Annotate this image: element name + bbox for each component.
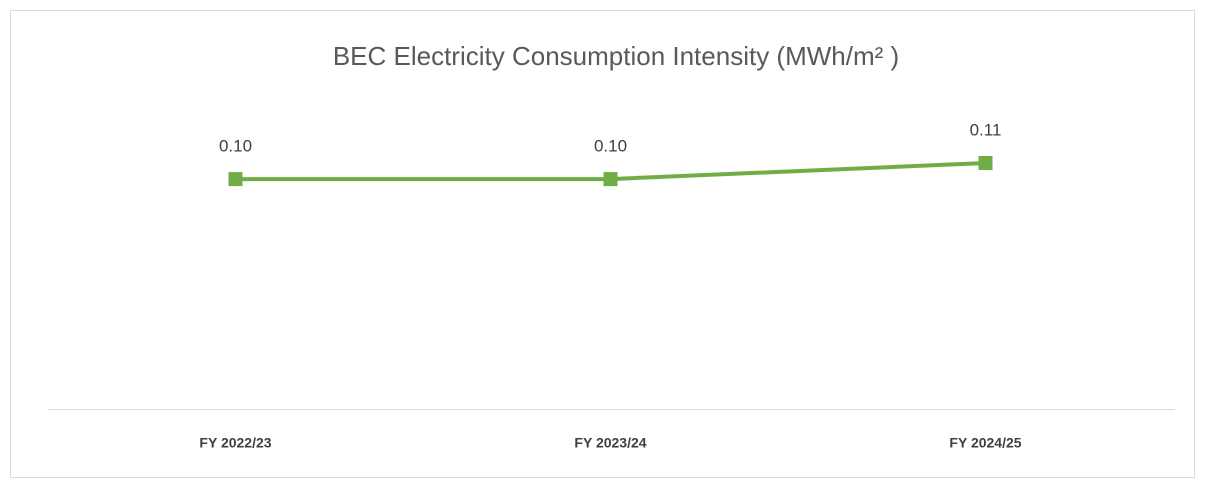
marker [228,172,243,187]
data-label: 0.10 [594,137,627,156]
data-label: 0.11 [970,120,1002,139]
x-tick-label: FY 2023/24 [574,435,646,451]
marker [603,172,618,187]
x-tick-label: FY 2024/25 [949,435,1021,451]
marker [978,156,993,170]
chart-border [10,10,1195,478]
x-tick-label: FY 2022/23 [199,435,271,451]
data-label: 0.10 [219,137,252,156]
chart-title: BEC Electricity Consumption Intensity (M… [333,41,899,71]
